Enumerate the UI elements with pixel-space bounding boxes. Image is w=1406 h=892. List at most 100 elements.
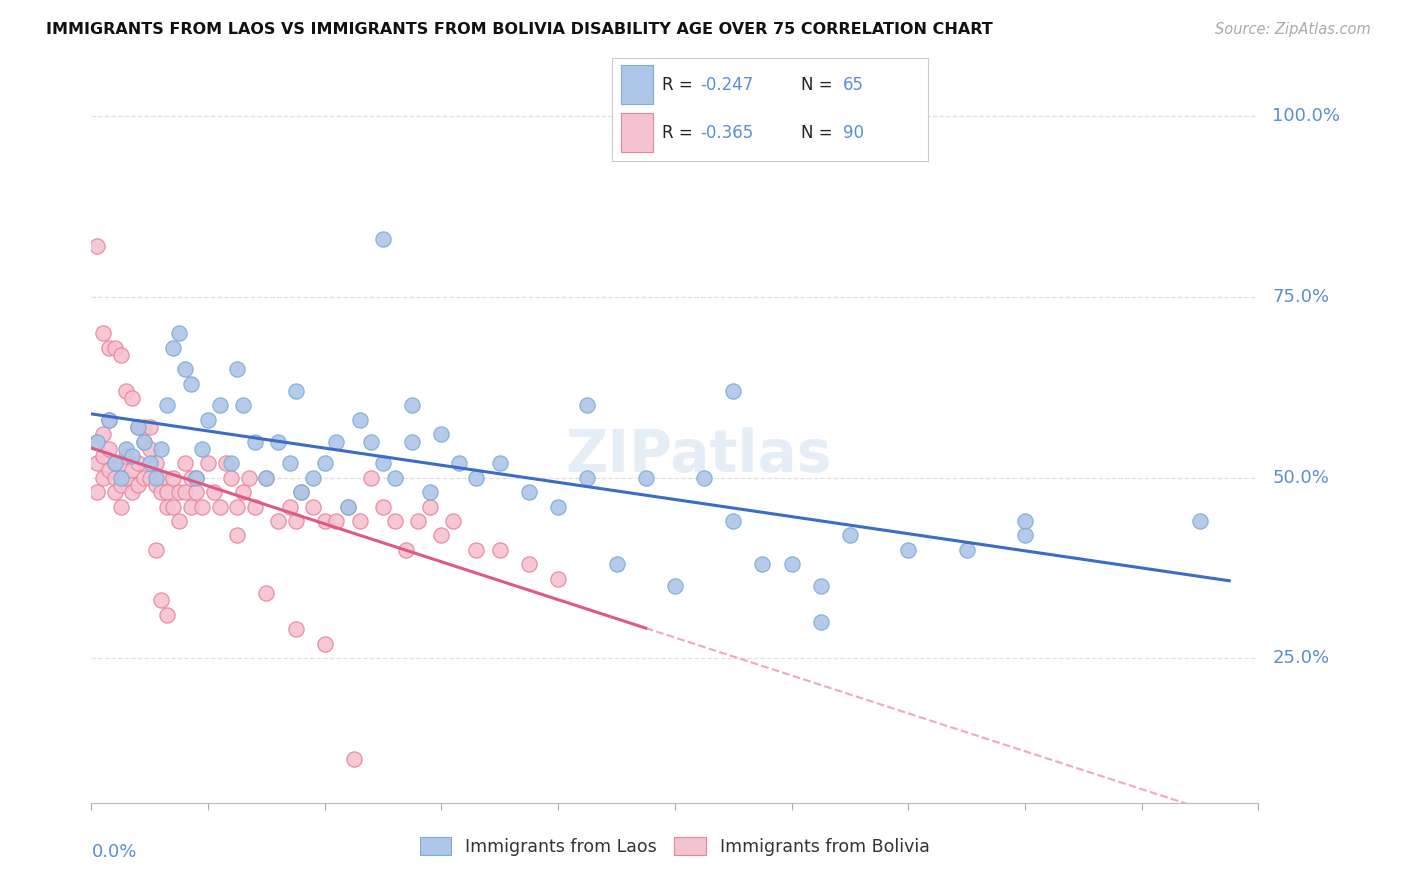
Point bbox=[91, 449, 114, 463]
Point bbox=[267, 434, 290, 449]
Point bbox=[121, 463, 143, 477]
Point bbox=[576, 398, 599, 412]
Point bbox=[91, 427, 114, 442]
Point bbox=[104, 456, 127, 470]
Point bbox=[430, 528, 453, 542]
Point bbox=[897, 542, 920, 557]
Point bbox=[104, 456, 127, 470]
Point bbox=[156, 607, 179, 622]
Text: 0.0%: 0.0% bbox=[91, 843, 136, 861]
Point bbox=[343, 752, 366, 766]
Point bbox=[325, 514, 347, 528]
Text: -0.247: -0.247 bbox=[700, 76, 754, 94]
Point bbox=[145, 471, 167, 485]
Text: Source: ZipAtlas.com: Source: ZipAtlas.com bbox=[1215, 22, 1371, 37]
Point bbox=[121, 485, 143, 500]
Point bbox=[162, 471, 184, 485]
Point bbox=[127, 420, 149, 434]
Point bbox=[180, 471, 202, 485]
Point bbox=[208, 398, 231, 412]
Point bbox=[419, 500, 441, 514]
Point bbox=[605, 558, 627, 572]
Point bbox=[547, 500, 569, 514]
Point bbox=[127, 456, 149, 470]
Point bbox=[465, 542, 488, 557]
Point bbox=[419, 485, 441, 500]
Point bbox=[349, 413, 371, 427]
Point bbox=[104, 485, 127, 500]
Point bbox=[86, 434, 108, 449]
Point bbox=[232, 398, 254, 412]
Text: 75.0%: 75.0% bbox=[1272, 288, 1330, 306]
Text: 65: 65 bbox=[842, 76, 863, 94]
Point bbox=[489, 542, 512, 557]
Point bbox=[284, 514, 307, 528]
Point bbox=[127, 478, 149, 492]
Point bbox=[395, 542, 418, 557]
Point bbox=[186, 471, 208, 485]
Text: 25.0%: 25.0% bbox=[1272, 649, 1330, 667]
Point bbox=[86, 456, 108, 470]
Point bbox=[447, 456, 470, 470]
Point bbox=[145, 478, 167, 492]
Point bbox=[547, 572, 569, 586]
Point bbox=[290, 485, 312, 500]
Point bbox=[337, 500, 360, 514]
Point bbox=[127, 420, 149, 434]
Point bbox=[221, 471, 243, 485]
Point bbox=[517, 558, 540, 572]
Point bbox=[401, 434, 423, 449]
Point bbox=[115, 442, 138, 456]
Point bbox=[197, 456, 219, 470]
Point bbox=[693, 471, 716, 485]
Point bbox=[384, 471, 406, 485]
Point bbox=[104, 471, 127, 485]
Point bbox=[138, 471, 162, 485]
Point bbox=[180, 376, 202, 391]
Point bbox=[167, 514, 190, 528]
Point bbox=[780, 558, 803, 572]
Point bbox=[226, 362, 249, 376]
Point bbox=[186, 485, 208, 500]
Bar bbox=[621, 113, 652, 153]
Point bbox=[91, 326, 114, 341]
Point bbox=[121, 391, 143, 405]
Point bbox=[371, 232, 394, 246]
Point bbox=[254, 586, 277, 600]
Point bbox=[97, 413, 120, 427]
Point bbox=[254, 471, 277, 485]
Point bbox=[202, 485, 225, 500]
Point bbox=[132, 434, 155, 449]
Point bbox=[97, 341, 120, 355]
Point bbox=[751, 558, 773, 572]
Point bbox=[838, 528, 860, 542]
Point bbox=[150, 593, 173, 607]
Text: R =: R = bbox=[662, 76, 699, 94]
Point bbox=[314, 514, 336, 528]
Point bbox=[226, 528, 249, 542]
Point bbox=[97, 413, 120, 427]
Point bbox=[132, 434, 155, 449]
Point bbox=[197, 413, 219, 427]
Point bbox=[138, 420, 162, 434]
Text: ZIPatlas: ZIPatlas bbox=[565, 427, 831, 484]
Point bbox=[371, 456, 394, 470]
Point bbox=[1189, 514, 1212, 528]
Text: -0.365: -0.365 bbox=[700, 124, 754, 142]
Point bbox=[284, 384, 307, 398]
Point bbox=[191, 442, 214, 456]
Text: 100.0%: 100.0% bbox=[1272, 107, 1340, 126]
Point bbox=[489, 456, 512, 470]
Point bbox=[110, 348, 132, 362]
Point bbox=[278, 500, 301, 514]
Point bbox=[278, 456, 301, 470]
Point bbox=[243, 434, 266, 449]
Text: 50.0%: 50.0% bbox=[1272, 468, 1329, 487]
Point bbox=[86, 434, 108, 449]
Point bbox=[167, 485, 190, 500]
Point bbox=[360, 434, 382, 449]
Point bbox=[132, 420, 155, 434]
Point bbox=[221, 456, 243, 470]
Point bbox=[97, 463, 120, 477]
Point bbox=[314, 456, 336, 470]
